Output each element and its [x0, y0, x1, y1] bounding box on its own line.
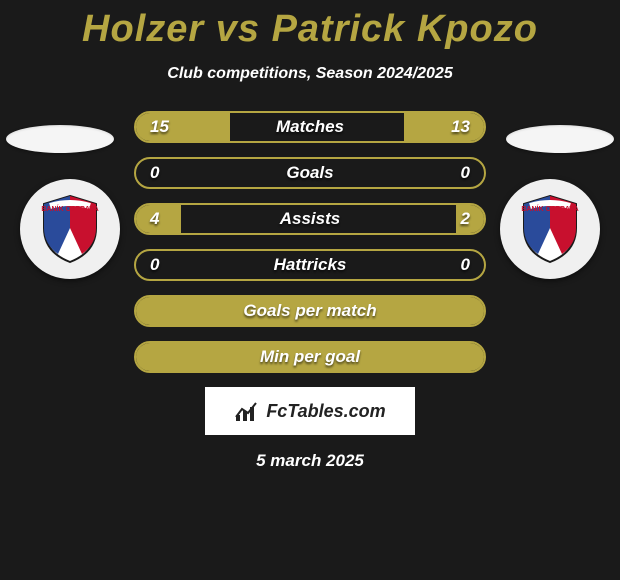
stat-label: Assists	[280, 209, 340, 229]
svg-text:BANÍK OSTRAVA: BANÍK OSTRAVA	[41, 204, 98, 213]
stat-row: Goals per match	[134, 295, 486, 327]
stat-right-value: 0	[461, 255, 470, 275]
stat-row: 0 Goals 0	[134, 157, 486, 189]
brand-box: FcTables.com	[205, 387, 415, 435]
stat-row: 4 Assists 2	[134, 203, 486, 235]
chart-icon	[234, 399, 260, 423]
bar-right	[404, 113, 484, 141]
flag-right	[506, 125, 614, 153]
shield-icon: BANÍK OSTRAVA	[40, 194, 100, 264]
stat-left-value: 15	[150, 117, 169, 137]
stat-row: Min per goal	[134, 341, 486, 373]
stat-row: 15 Matches 13	[134, 111, 486, 143]
shield-icon: BANÍK OSTRAVA	[520, 194, 580, 264]
stat-label: Goals per match	[243, 301, 376, 321]
stat-label: Matches	[276, 117, 344, 137]
club-badge-right: BANÍK OSTRAVA	[500, 179, 600, 279]
brand-label: FcTables.com	[266, 401, 385, 422]
comparison-area: BANÍK OSTRAVA BANÍK OSTRAVA 15 Matches 13 0…	[0, 111, 620, 373]
stat-right-value: 0	[461, 163, 470, 183]
club-badge-left: BANÍK OSTRAVA	[20, 179, 120, 279]
stat-label: Hattricks	[274, 255, 347, 275]
stat-left-value: 0	[150, 163, 159, 183]
stat-label: Min per goal	[260, 347, 360, 367]
stat-right-value: 13	[451, 117, 470, 137]
stat-left-value: 4	[150, 209, 159, 229]
stat-right-value: 2	[461, 209, 470, 229]
svg-text:BANÍK OSTRAVA: BANÍK OSTRAVA	[521, 204, 578, 213]
date-label: 5 march 2025	[0, 451, 620, 471]
subtitle: Club competitions, Season 2024/2025	[0, 65, 620, 83]
stat-left-value: 0	[150, 255, 159, 275]
stat-label: Goals	[286, 163, 333, 183]
stat-row: 0 Hattricks 0	[134, 249, 486, 281]
page-title: Holzer vs Patrick Kpozo	[0, 0, 620, 51]
stats-list: 15 Matches 13 0 Goals 0 4 Assists 2 0 Hattricks 0 Go…	[134, 111, 486, 373]
flag-left	[6, 125, 114, 153]
